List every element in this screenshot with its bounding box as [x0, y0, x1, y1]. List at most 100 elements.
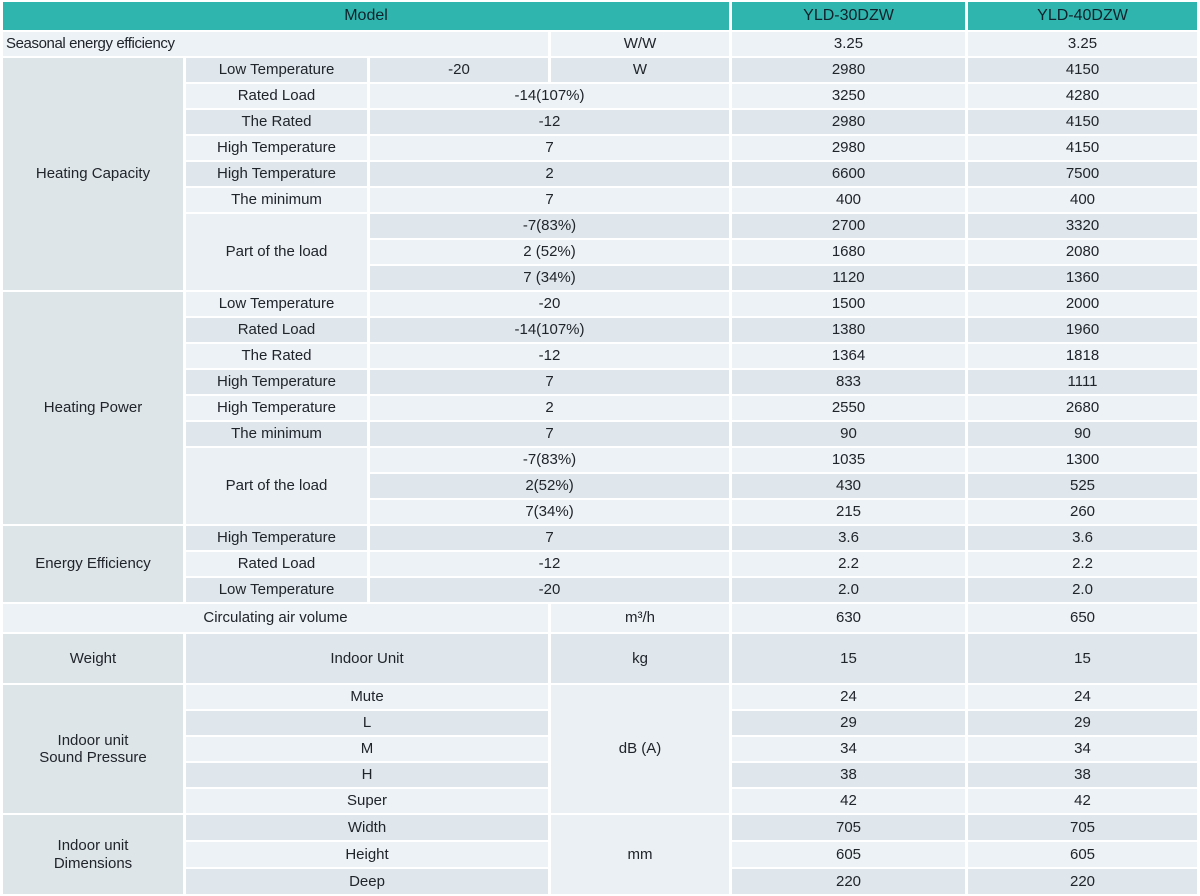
value-30dzw: 15 [732, 634, 966, 683]
condition-value: 7 [370, 422, 730, 446]
value-40dzw: 1818 [968, 344, 1198, 368]
value-40dzw: 2000 [968, 292, 1198, 316]
condition-value: 2 (52%) [370, 240, 730, 264]
condition-value: 7 [370, 370, 730, 394]
value-40dzw: 15 [968, 634, 1198, 683]
row-label: Rated Load [186, 318, 367, 342]
table-row: 2 (52%) 1680 2080 [3, 240, 1198, 264]
model-header: Model [3, 2, 730, 30]
table-row: The Rated -12 1364 1818 [3, 344, 1198, 368]
value-40dzw: 400 [968, 188, 1198, 212]
value-40dzw: 4150 [968, 110, 1198, 134]
value-40dzw: 705 [968, 815, 1198, 840]
row-label: Width [186, 815, 548, 840]
value-30dzw: 1680 [732, 240, 966, 264]
row-label: The Rated [186, 110, 367, 134]
table-row: Indoor unit Sound Pressure Mute dB (A) 2… [3, 685, 1198, 813]
value-30dzw: 2980 [732, 136, 966, 160]
value-30dzw: 1380 [732, 318, 966, 342]
value-30dzw: 400 [732, 188, 966, 212]
value-30dzw: 38 [732, 763, 966, 787]
table-row: Super 42 42 [3, 789, 1198, 813]
value-30dzw: 2980 [732, 58, 966, 82]
row-label: Part of the load [186, 214, 367, 290]
table-row: High Temperature 7 2980 4150 [3, 136, 1198, 160]
row-label: The minimum [186, 422, 367, 446]
category-label: Indoor unit Dimensions [3, 815, 183, 894]
row-label: High Temperature [186, 526, 367, 550]
value-30dzw: 34 [732, 737, 966, 761]
value-30dzw: 1364 [732, 344, 966, 368]
value-30dzw: 630 [732, 604, 966, 632]
value-30dzw: 1035 [732, 448, 966, 472]
table-row: High Temperature 7 833 1111 [3, 370, 1198, 394]
table-row: Energy Efficiency High Temperature 7 3.6… [3, 526, 1198, 602]
table-row: 2(52%) 430 525 [3, 474, 1198, 498]
value-40dzw: 2680 [968, 396, 1198, 420]
value-30dzw: 833 [732, 370, 966, 394]
condition-value: -7(83%) [370, 214, 730, 238]
model-name-40dzw: YLD-40DZW [968, 2, 1198, 30]
row-label: Mute [186, 685, 548, 709]
condition-value: -14(107%) [370, 318, 730, 342]
condition-value: -20 [370, 292, 730, 316]
condition-value: 2(52%) [370, 474, 730, 498]
table-row: Weight Indoor Unit kg 15 15 [3, 634, 1198, 683]
value-40dzw: 34 [968, 737, 1198, 761]
condition-value: 7 (34%) [370, 266, 730, 290]
value-30dzw: 2.0 [732, 578, 966, 602]
table-row: Circulating air volume m³/h 630 650 [3, 604, 1198, 632]
value-40dzw: 7500 [968, 162, 1198, 186]
value-30dzw: 2.2 [732, 552, 966, 576]
table-row: 7(34%) 215 260 [3, 500, 1198, 524]
value-40dzw: 260 [968, 500, 1198, 524]
value-40dzw: 4150 [968, 136, 1198, 160]
table-row: Part of the load -7(83%) 2700 3320 [3, 214, 1198, 290]
row-label: Low Temperature [186, 292, 367, 316]
row-label: L [186, 711, 548, 735]
value-30dzw: 2550 [732, 396, 966, 420]
unit-cell: kg [551, 634, 730, 683]
table-row: The minimum 7 400 400 [3, 188, 1198, 212]
condition-value: -20 [370, 578, 730, 602]
value-30dzw: 220 [732, 869, 966, 894]
value-40dzw: 1360 [968, 266, 1198, 290]
table-header-row: Model YLD-30DZW YLD-40DZW [3, 2, 1198, 30]
table-row: 7 (34%) 1120 1360 [3, 266, 1198, 290]
row-label: Indoor Unit [186, 634, 548, 683]
table-row: Low Temperature -20 2.0 2.0 [3, 578, 1198, 602]
table-row: The minimum 7 90 90 [3, 422, 1198, 446]
row-label: The Rated [186, 344, 367, 368]
value-40dzw: 2080 [968, 240, 1198, 264]
value-30dzw: 605 [732, 842, 966, 867]
row-label: High Temperature [186, 162, 367, 186]
row-label: Super [186, 789, 548, 813]
row-label: High Temperature [186, 396, 367, 420]
value-40dzw: 2.0 [968, 578, 1198, 602]
value-40dzw: 4280 [968, 84, 1198, 108]
value-30dzw: 3250 [732, 84, 966, 108]
value-40dzw: 4150 [968, 58, 1198, 82]
value-30dzw: 3.25 [732, 32, 966, 56]
condition-value: 7 [370, 136, 730, 160]
unit-cell: dB (A) [551, 685, 730, 813]
row-label: The minimum [186, 188, 367, 212]
model-name-30dzw: YLD-30DZW [732, 2, 966, 30]
table-row: High Temperature 2 2550 2680 [3, 396, 1198, 420]
condition-value: 2 [370, 396, 730, 420]
row-label: Low Temperature [186, 578, 367, 602]
table-row: The Rated -12 2980 4150 [3, 110, 1198, 134]
category-label: Weight [3, 634, 183, 683]
value-30dzw: 42 [732, 789, 966, 813]
category-label: Indoor unit Sound Pressure [3, 685, 183, 813]
table-row: Rated Load -14(107%) 3250 4280 [3, 84, 1198, 108]
value-40dzw: 605 [968, 842, 1198, 867]
condition-value: 2 [370, 162, 730, 186]
value-40dzw: 29 [968, 711, 1198, 735]
row-label: Rated Load [186, 84, 367, 108]
category-label: Energy Efficiency [3, 526, 183, 602]
value-40dzw: 1960 [968, 318, 1198, 342]
value-40dzw: 3320 [968, 214, 1198, 238]
row-label: High Temperature [186, 136, 367, 160]
table-row: Part of the load -7(83%) 1035 1300 [3, 448, 1198, 524]
